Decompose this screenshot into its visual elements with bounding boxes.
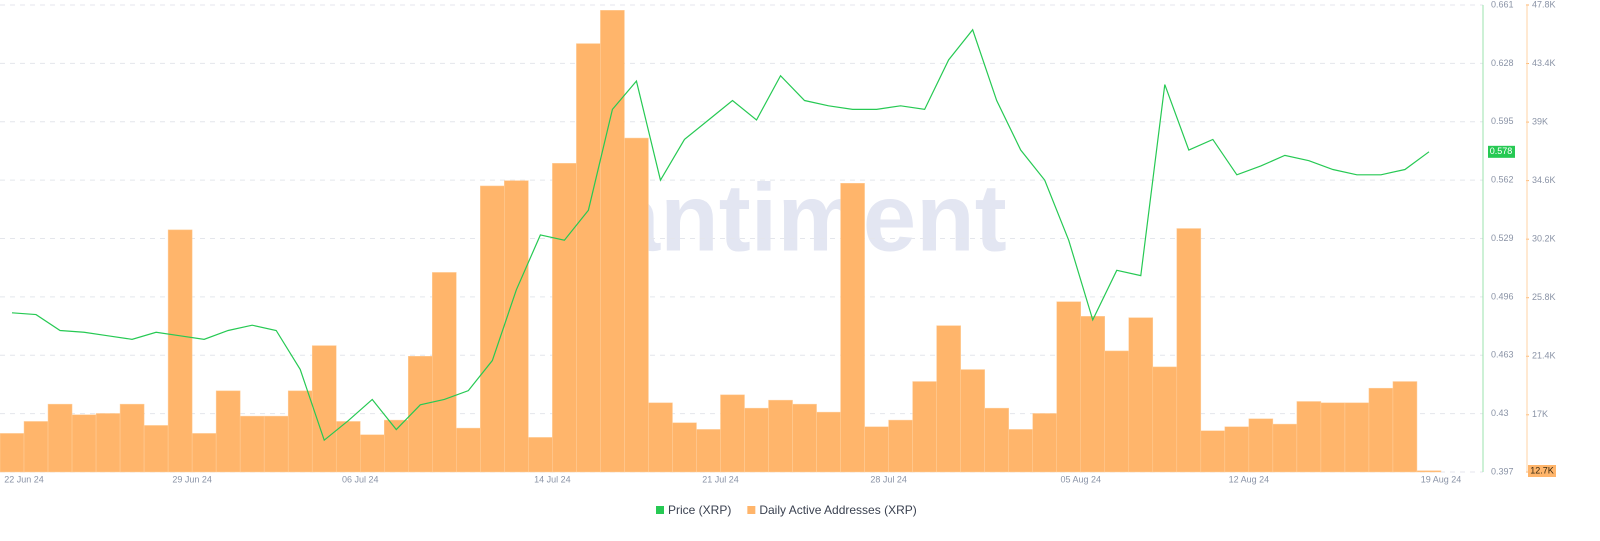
- y2-tick-label: 21.4K: [1532, 351, 1556, 361]
- bar: [408, 355, 433, 473]
- bar: [432, 272, 457, 473]
- bar: [528, 437, 553, 473]
- legend-swatch: [656, 506, 664, 514]
- x-tick-label: 21 Jul 24: [702, 474, 739, 484]
- bar: [384, 419, 409, 473]
- last-value-badge: [1528, 465, 1556, 477]
- y-tick-label: 0.595: [1491, 116, 1514, 126]
- bar: [480, 185, 505, 473]
- legend-swatch: [747, 506, 756, 514]
- bar: [840, 183, 865, 473]
- bar: [912, 381, 937, 473]
- bar: [648, 402, 673, 473]
- bar: [1056, 301, 1081, 473]
- bar: [624, 137, 649, 473]
- bar: [1416, 470, 1442, 473]
- bar: [23, 421, 49, 473]
- x-tick-label: 14 Jul 24: [534, 474, 571, 484]
- bar: [1344, 402, 1370, 473]
- bar: [1200, 430, 1226, 473]
- x-tick-label: 22 Jun 24: [4, 474, 44, 484]
- bar: [1128, 317, 1154, 473]
- bar: [95, 413, 121, 473]
- x-tick-label: 12 Aug 24: [1229, 474, 1270, 484]
- x-tick-label: 05 Aug 24: [1060, 474, 1101, 484]
- bar: [1008, 429, 1033, 473]
- y-tick-label: 0.562: [1491, 175, 1514, 185]
- bar: [1032, 413, 1057, 473]
- price-line: [11, 28, 1430, 442]
- bar: [504, 180, 529, 473]
- y-tick-label: 0.43: [1491, 408, 1509, 418]
- bar: [359, 434, 385, 473]
- y-tick-label: 0.397: [1491, 466, 1514, 476]
- bar: [864, 426, 889, 473]
- x-tick-label: 06 Jul 24: [342, 474, 379, 484]
- bar: [1296, 401, 1322, 473]
- bar: [1080, 316, 1106, 473]
- last-value-label: 0.578: [1490, 146, 1513, 156]
- x-tick-label: 19 Aug 24: [1421, 474, 1462, 484]
- bar: [1248, 418, 1274, 473]
- y-tick-label: 0.529: [1491, 233, 1514, 243]
- bar: [768, 399, 793, 473]
- bar: [0, 433, 25, 473]
- y-tick-label: 0.661: [1491, 0, 1514, 9]
- bar: [143, 425, 169, 473]
- bar: [984, 407, 1009, 473]
- bar: [1176, 228, 1202, 473]
- y2-tick-label: 34.6K: [1532, 175, 1556, 185]
- bar: [167, 229, 193, 473]
- bar: [576, 43, 601, 473]
- bar: [816, 411, 841, 473]
- bar: [263, 415, 289, 473]
- x-tick-label: 28 Jul 24: [870, 474, 907, 484]
- y2-tick-label: 30.2K: [1532, 234, 1556, 244]
- bar: [960, 369, 985, 473]
- bar: [1224, 426, 1250, 473]
- bar: [119, 403, 145, 473]
- y2-tick-label: 47.8K: [1532, 0, 1556, 9]
- bar: [936, 325, 961, 473]
- y2-tick-label: 25.8K: [1532, 292, 1556, 302]
- bar: [744, 407, 769, 473]
- bar: [696, 429, 721, 473]
- bar: [71, 414, 97, 473]
- bar: [792, 403, 817, 473]
- last-value-label: 12.7K: [1530, 465, 1554, 475]
- bar: [239, 415, 265, 473]
- bar: [1152, 366, 1178, 473]
- y-tick-label: 0.628: [1491, 58, 1514, 68]
- bar: [552, 163, 577, 473]
- bar: [215, 390, 241, 473]
- bar: [47, 403, 73, 473]
- legend-label: Daily Active Addresses (XRP): [759, 503, 916, 517]
- y2-tick-label: 39K: [1532, 116, 1548, 126]
- x-tick-label: 29 Jun 24: [172, 474, 212, 484]
- y-tick-label: 0.463: [1491, 350, 1514, 360]
- bar: [1392, 381, 1418, 473]
- y2-tick-label: 17K: [1532, 409, 1548, 419]
- bar: [335, 421, 361, 473]
- bar: [1104, 350, 1130, 473]
- bar: [1272, 423, 1298, 473]
- y2-tick-label: 43.4K: [1532, 58, 1556, 68]
- bar: [287, 390, 313, 473]
- bar: [1368, 387, 1394, 473]
- bar: [1320, 402, 1346, 473]
- bar: [191, 433, 217, 473]
- y-tick-label: 0.496: [1491, 291, 1514, 301]
- bar: [888, 419, 913, 473]
- bar: [720, 394, 745, 473]
- last-value-badge: [1488, 145, 1515, 158]
- legend-label: Price (XRP): [668, 503, 731, 517]
- bar: [456, 427, 481, 473]
- bar: [672, 422, 697, 473]
- bar: [311, 345, 337, 473]
- bar: [600, 10, 625, 473]
